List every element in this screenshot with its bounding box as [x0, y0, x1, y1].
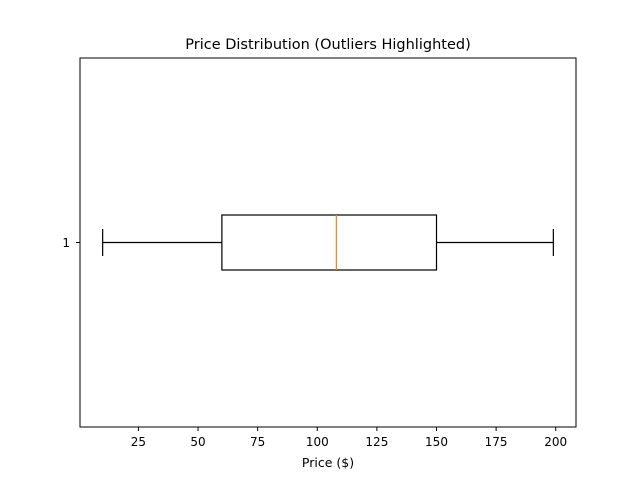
x-tick-label: 150	[425, 435, 448, 449]
x-tick-label: 175	[485, 435, 508, 449]
axes-frame	[79, 57, 577, 428]
x-tick-label: 75	[250, 435, 265, 449]
plot-area: 125 50 75 100 125 150 175 200	[62, 57, 577, 449]
x-axis-label: Price ($)	[302, 455, 354, 470]
x-tick-label: 100	[306, 435, 329, 449]
x-tick-label: 50	[190, 435, 205, 449]
y-tick-label: 1	[62, 236, 70, 250]
x-tick-label: 125	[365, 435, 388, 449]
chart-title: Price Distribution (Outliers Highlighted…	[185, 37, 470, 53]
x-tick-label: 200	[544, 435, 567, 449]
x-tick-label: 25	[131, 435, 146, 449]
iqr-box	[221, 214, 438, 271]
